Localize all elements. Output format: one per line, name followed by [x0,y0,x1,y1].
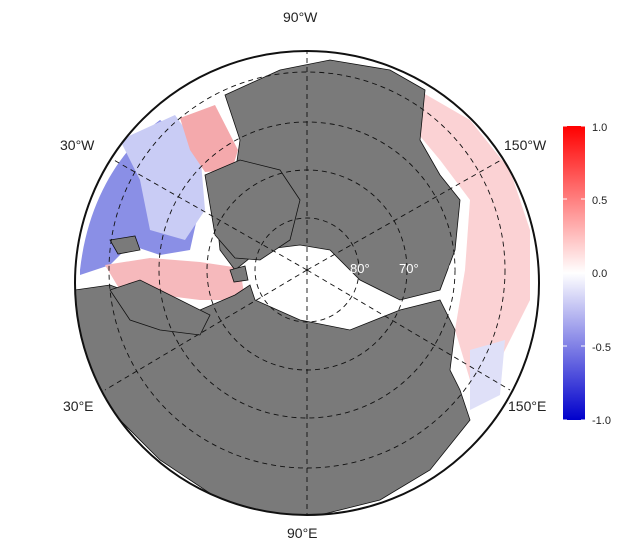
colorbar-tick-0-5: 0.5 [592,195,607,207]
land-scandinavia [109,279,211,336]
colorbar: 1.0 0.5 0.0 -0.5 -1.0 [563,122,611,427]
land-eurasia [75,284,471,515]
colorbar-gradient [563,126,585,420]
meridians [104,51,511,515]
meridian-150w [306,154,511,271]
anomaly-greenland-red [180,105,238,172]
colorbar-tick-neg-1: -1.0 [592,415,611,427]
anomaly-pacific-blue [470,340,505,410]
lon-label-150e: 150°E [508,398,546,414]
meridian-150e [306,269,511,391]
land-iceland [109,235,141,255]
map-disk: 80° 70° 6 [75,51,539,515]
lon-label-30w: 30°W [60,137,95,153]
map-border [74,50,540,516]
meridian-30w [104,154,308,271]
lat-label-60: 6 [448,261,455,276]
lat-circle-80 [254,217,360,323]
lon-label-90w: 90°W [283,9,318,25]
lon-label-30e: 30°E [63,398,94,414]
lat-label-70: 70° [399,261,419,276]
colorbar-tick-0: 0.0 [592,268,607,280]
colorbar-tick-neg-0-5: -0.5 [592,342,611,354]
anomaly-atlantic-lightblue [120,115,205,240]
lon-label-150w: 150°W [504,137,547,153]
lat-label-80: 80° [350,261,370,276]
colorbar-tick-1: 1.0 [592,122,607,134]
meridian-30e [104,269,308,391]
lon-label-90e: 90°E [287,525,318,541]
land-greenland [204,159,301,261]
land-svalbard [229,265,249,283]
